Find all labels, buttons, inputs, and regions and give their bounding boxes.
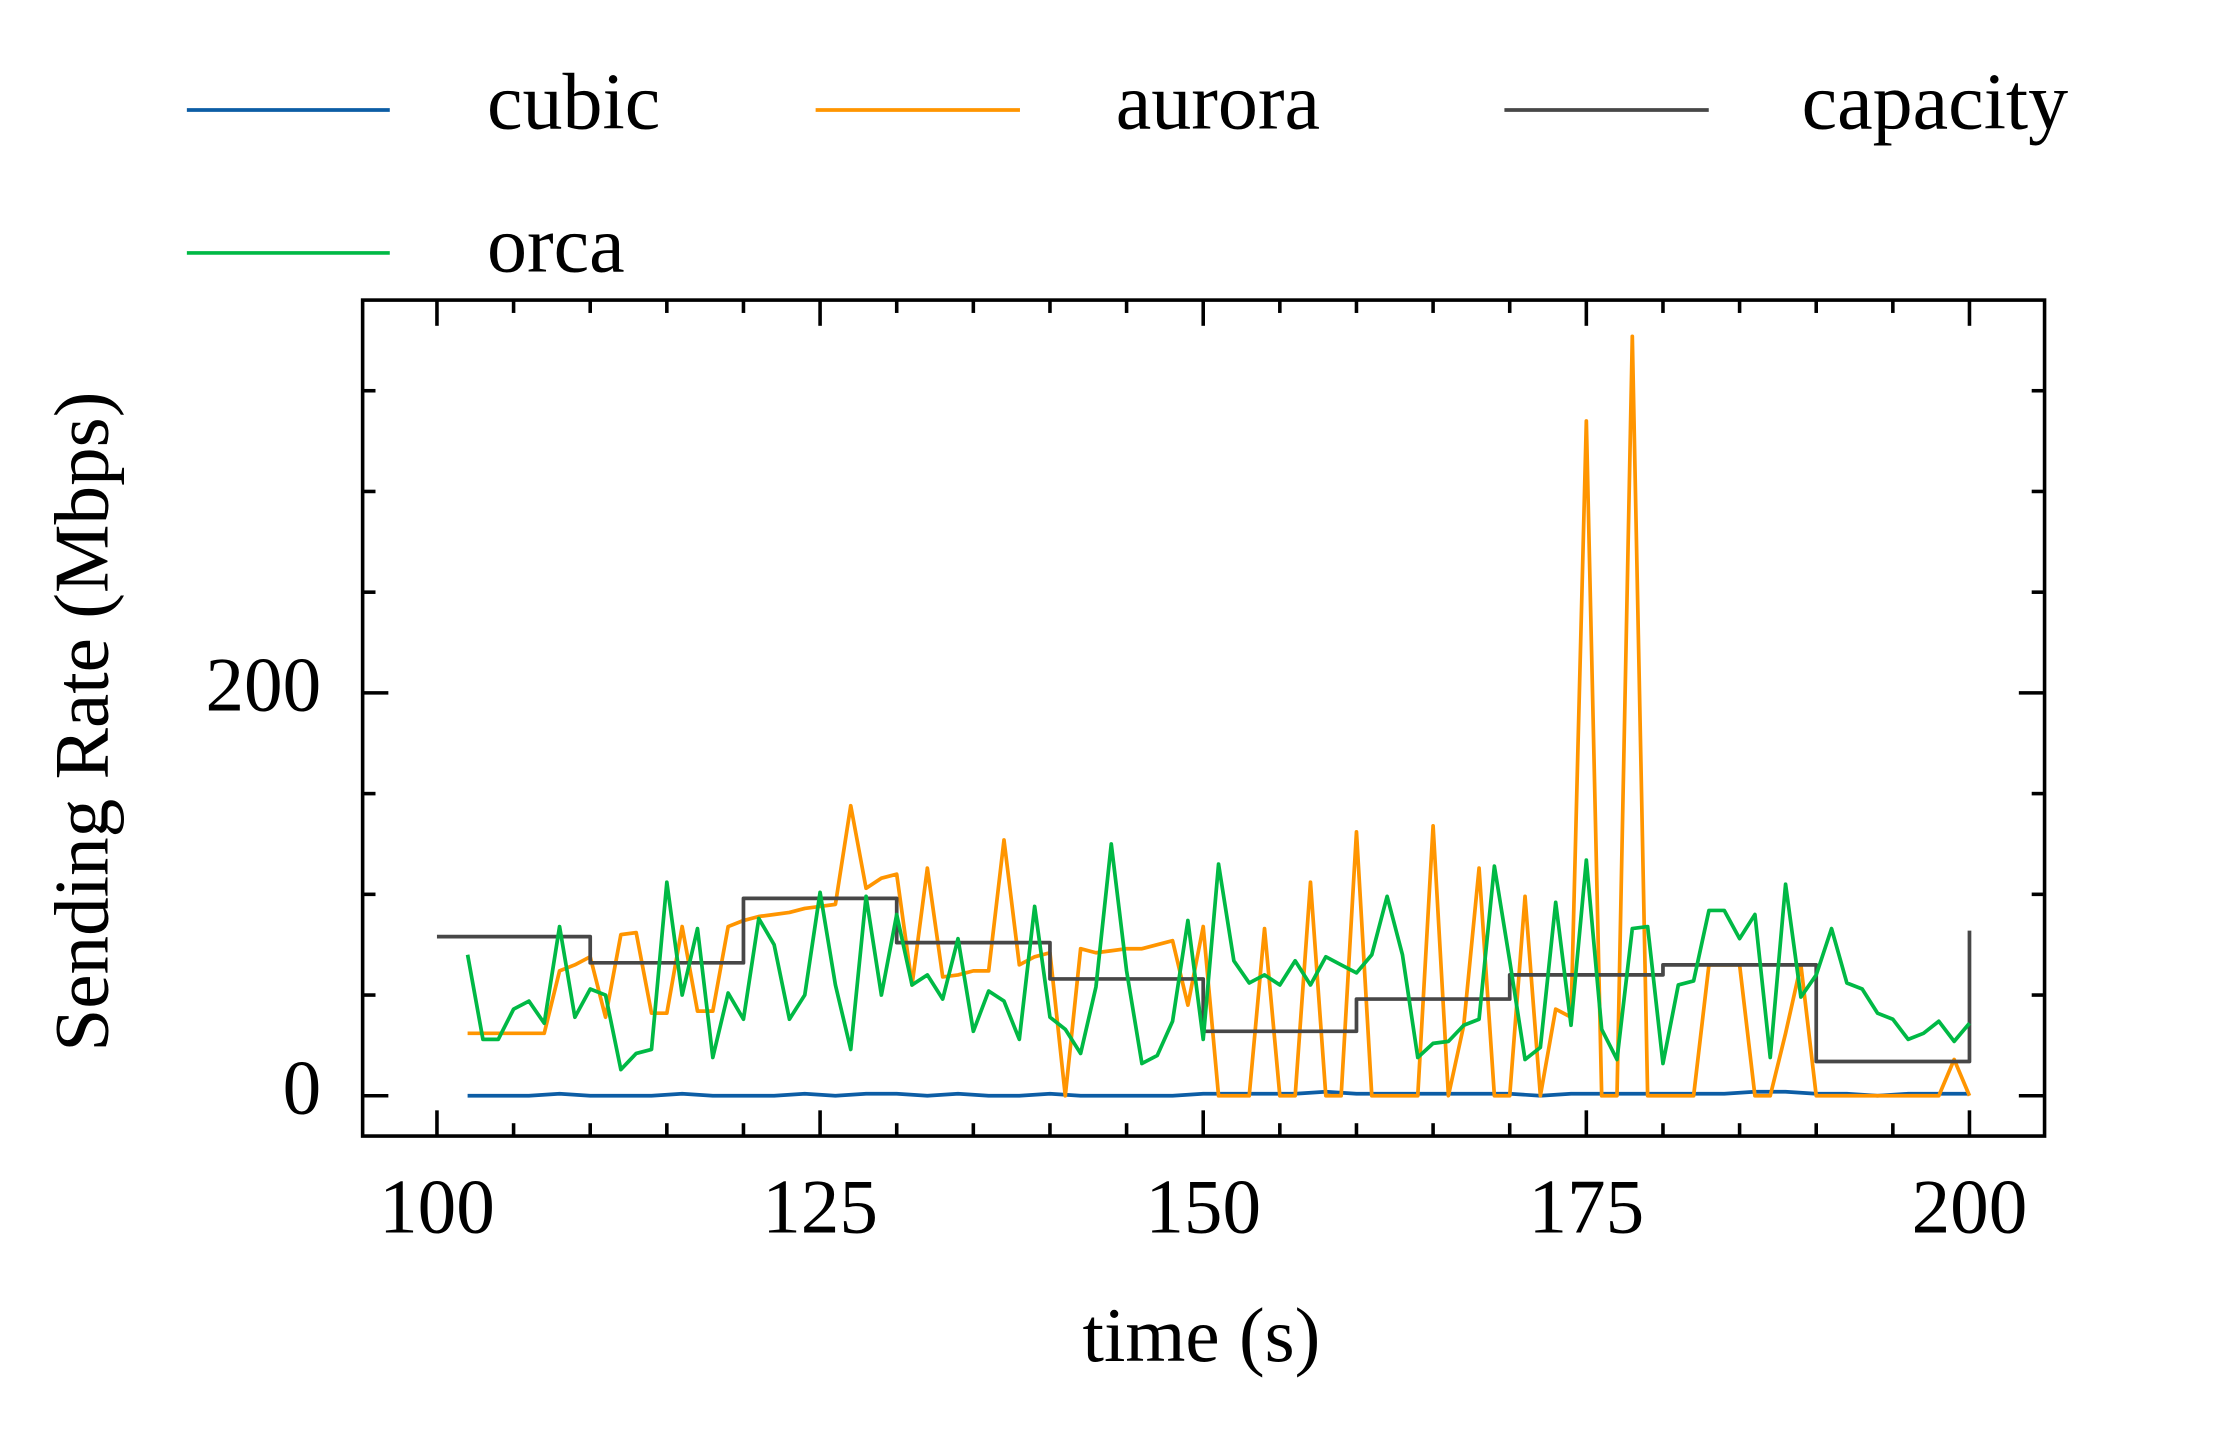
x-tick-label: 100 [379, 1163, 495, 1249]
y-tick-label: 0 [283, 1044, 322, 1130]
legend-label: aurora [1116, 58, 1320, 146]
x-tick-label: 150 [1145, 1163, 1261, 1249]
legend-label: cubic [487, 58, 660, 146]
y-axis-label: Sending Rate (Mbps) [38, 392, 124, 1052]
x-tick-label: 175 [1528, 1163, 1644, 1249]
x-tick-label: 200 [1912, 1163, 2028, 1249]
series-line [467, 334, 1972, 1098]
plot-frame [360, 298, 2047, 1138]
x-axis-label: time (s) [1083, 1292, 1321, 1378]
legend-label: capacity [1802, 58, 2069, 146]
series-line [465, 842, 1971, 1072]
y-tick-label: 200 [205, 642, 321, 728]
legend-label: orca [487, 201, 625, 289]
x-tick-label: 125 [762, 1163, 878, 1249]
